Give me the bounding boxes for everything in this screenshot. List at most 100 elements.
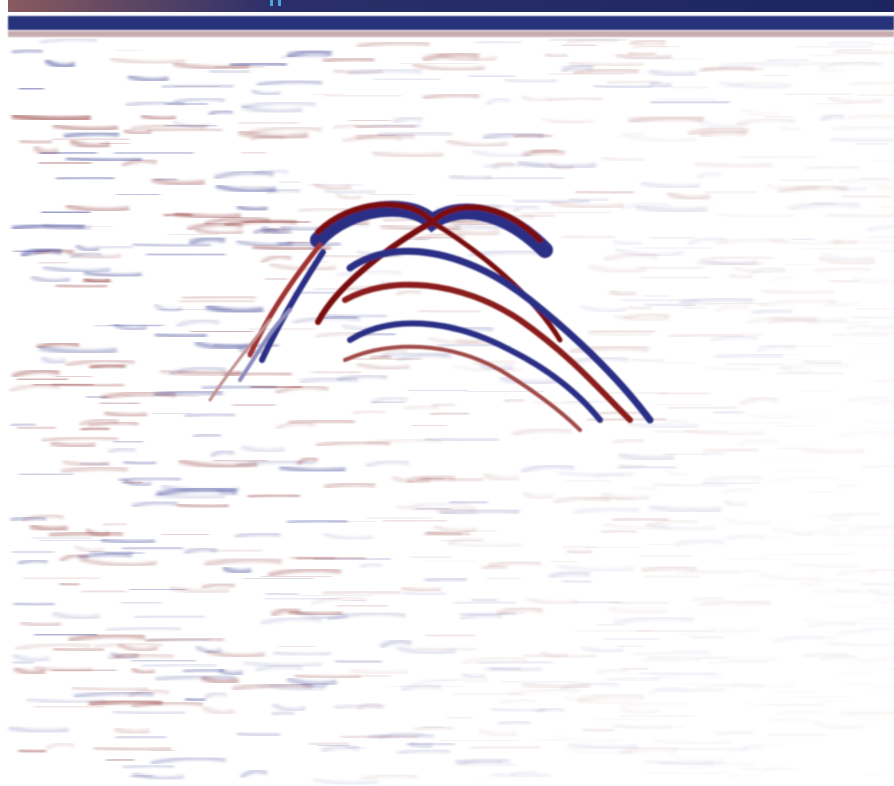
noise-stripe — [94, 325, 160, 326]
noise-stripe — [792, 239, 815, 240]
noise-stripe — [383, 520, 447, 521]
noise-stripe — [534, 212, 610, 213]
noise-stripe — [312, 371, 361, 373]
noise-stripe — [113, 442, 143, 443]
noise-stripe — [352, 359, 421, 360]
noise-stripe — [355, 125, 415, 127]
noise-stripe — [852, 352, 894, 353]
noise-stripe — [793, 533, 813, 536]
noise-stripe — [703, 453, 725, 456]
noise-stripe — [656, 363, 694, 364]
noise-stripe — [146, 254, 225, 255]
noise-stripe — [324, 95, 402, 96]
noise-stripe — [801, 390, 833, 391]
noise-stripe — [279, 182, 300, 183]
noise-stripe — [704, 303, 768, 304]
noise-stripe — [778, 425, 815, 426]
noise-stripe — [879, 207, 894, 208]
noise-stripe — [122, 396, 199, 397]
noise-stripe — [39, 540, 106, 541]
noise-stripe — [134, 616, 205, 618]
noise-stripe — [711, 422, 786, 423]
noise-stripe — [562, 45, 597, 46]
surface-gap — [8, 12, 894, 15]
noise-stripe — [248, 495, 300, 497]
noise-stripe — [802, 248, 880, 249]
noise-stripe — [873, 603, 894, 604]
noise-stripe — [19, 88, 44, 89]
noise-stripe — [84, 279, 111, 282]
noise-stripe — [52, 670, 116, 671]
noise-stripe — [177, 505, 228, 507]
noise-stripe — [266, 593, 298, 594]
noise-stripe — [54, 649, 105, 651]
noise-stripe — [185, 699, 205, 701]
noise-stripe — [594, 85, 653, 87]
noise-stripe — [272, 712, 295, 715]
noise-stripe — [449, 502, 487, 503]
noise-stripe — [34, 634, 97, 635]
noise-stripe — [123, 765, 175, 768]
noise-stripe — [106, 759, 134, 760]
noise-stripe — [690, 636, 725, 638]
noise-stripe — [424, 438, 498, 440]
noise-stripe — [20, 140, 52, 142]
noise-stripe — [442, 540, 481, 541]
noise-stripe — [336, 605, 388, 606]
noise-stripe — [825, 534, 894, 535]
noise-stripe — [447, 718, 472, 719]
noise-stripe — [156, 179, 177, 180]
noise-stripe — [277, 243, 340, 246]
noise-stripe — [659, 393, 710, 394]
noise-stripe — [426, 635, 475, 636]
noise-stripe — [869, 43, 894, 45]
noise-stripe — [811, 55, 842, 57]
noise-stripe — [639, 673, 719, 674]
noise-stripe — [613, 518, 669, 520]
noise-stripe — [550, 561, 579, 562]
noise-stripe — [813, 202, 836, 204]
noise-stripe — [858, 95, 894, 96]
noise-stripe — [814, 103, 853, 104]
noise-stripe — [550, 39, 627, 41]
noise-stripe — [41, 212, 90, 213]
noise-stripe — [505, 80, 557, 82]
noise-stripe — [856, 719, 884, 721]
noise-stripe — [839, 711, 894, 712]
noise-stripe — [115, 736, 166, 738]
noise-stripe — [726, 657, 774, 658]
noise-stripe — [131, 660, 196, 661]
noise-stripe — [771, 692, 816, 693]
radargram — [0, 0, 894, 786]
noise-stripe — [486, 578, 522, 579]
noise-stripe — [90, 365, 126, 368]
noise-stripe — [562, 236, 615, 238]
noise-stripe — [14, 603, 55, 605]
noise-stripe — [669, 335, 743, 337]
noise-stripe — [768, 734, 827, 736]
noise-stripe — [122, 547, 183, 549]
noise-stripe — [55, 285, 107, 287]
noise-stripe — [780, 180, 833, 181]
noise-stripe — [811, 321, 873, 322]
noise-stripe — [452, 693, 523, 695]
noise-stripe — [713, 412, 744, 414]
noise-stripe — [410, 557, 451, 558]
noise-stripe — [162, 85, 234, 87]
noise-stripe — [341, 736, 418, 738]
noise-stripe — [491, 668, 521, 670]
noise-stripe — [52, 139, 129, 140]
noise-stripe — [32, 538, 91, 539]
noise-stripe — [114, 152, 194, 153]
noise-stripe — [842, 195, 892, 197]
marker — [270, 0, 273, 6]
surface-reflection — [8, 31, 894, 37]
noise-stripe — [482, 566, 506, 569]
noise-stripe — [830, 280, 858, 282]
noise-stripe — [657, 99, 716, 100]
noise-stripe — [232, 404, 275, 406]
noise-stripe — [81, 591, 125, 592]
noise-stripe — [335, 660, 382, 662]
noise-stripe — [594, 719, 651, 720]
noise-stripe — [514, 200, 589, 202]
